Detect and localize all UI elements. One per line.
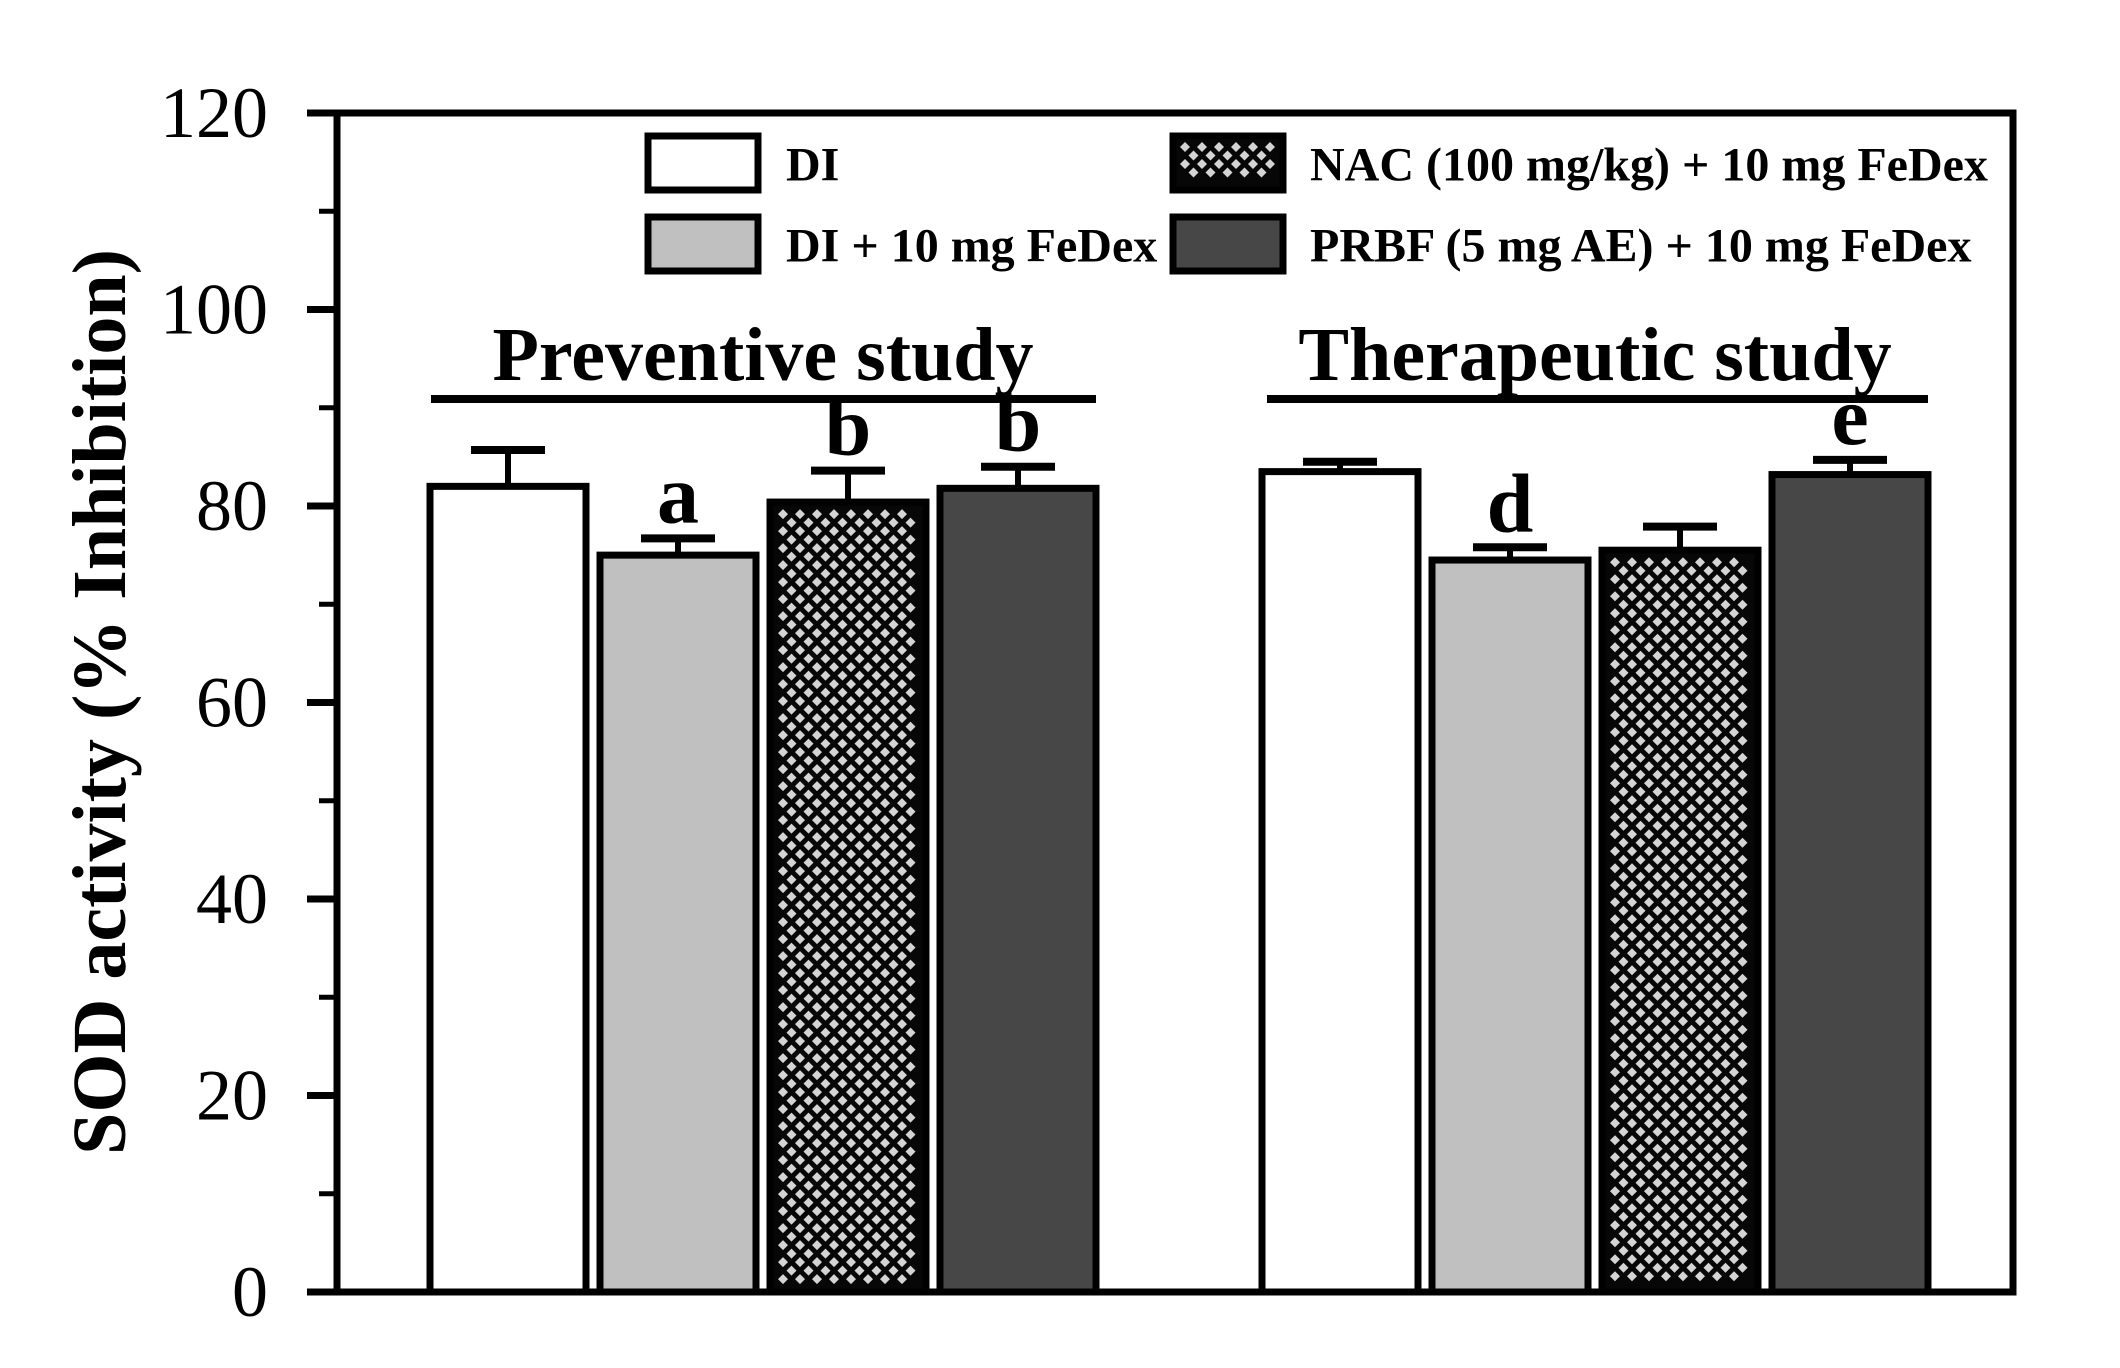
legend-swatch-di-fedex: [644, 213, 762, 275]
legend-swatch-di: [644, 132, 762, 194]
significance-letter: b: [995, 377, 1042, 470]
y-tick-label: 40: [196, 859, 268, 939]
significance-letter: e: [1831, 370, 1868, 463]
bar: [426, 482, 590, 1296]
diamond-pattern-fill: [1610, 557, 1748, 1282]
y-tick-label: 120: [160, 73, 268, 153]
diamond-pattern-fill: [1180, 142, 1275, 178]
bar: [1428, 556, 1592, 1296]
legend-swatch-prbf: [1169, 213, 1287, 275]
y-tick-label: 100: [160, 270, 268, 350]
y-tick-label: 20: [196, 1056, 268, 1136]
significance-letter: d: [1487, 457, 1534, 550]
significance-letter: a: [657, 448, 699, 541]
legend-label-nac: NAC (100 mg/kg) + 10 mg FeDex: [1310, 139, 1988, 192]
legend: DI DI + 10 mg FeDex NAC (100 mg/kg) + 10…: [644, 132, 1988, 275]
bar: [1258, 468, 1422, 1296]
diamond-pattern-fill: [778, 509, 916, 1285]
diamond-pattern-fill: [1180, 142, 1275, 178]
legend-label-di: DI: [786, 139, 839, 192]
bar: [936, 484, 1100, 1296]
y-tick-label: 60: [196, 663, 268, 743]
y-tick-label: 0: [232, 1252, 268, 1332]
bar: [596, 551, 760, 1296]
legend-label-prbf: PRBF (5 mg AE) + 10 mg FeDex: [1310, 220, 1971, 273]
group-label-therapeutic: Therapeutic study: [1298, 313, 1891, 397]
y-axis-title: SOD activity (% Inhibition): [58, 249, 142, 1155]
group-label-preventive: Preventive study: [492, 313, 1033, 397]
y-tick-label: 80: [196, 466, 268, 546]
bar: [1768, 471, 1932, 1296]
legend-swatch-nac: [1169, 132, 1287, 194]
legend-label-di-fedex: DI + 10 mg FeDex: [786, 220, 1157, 273]
